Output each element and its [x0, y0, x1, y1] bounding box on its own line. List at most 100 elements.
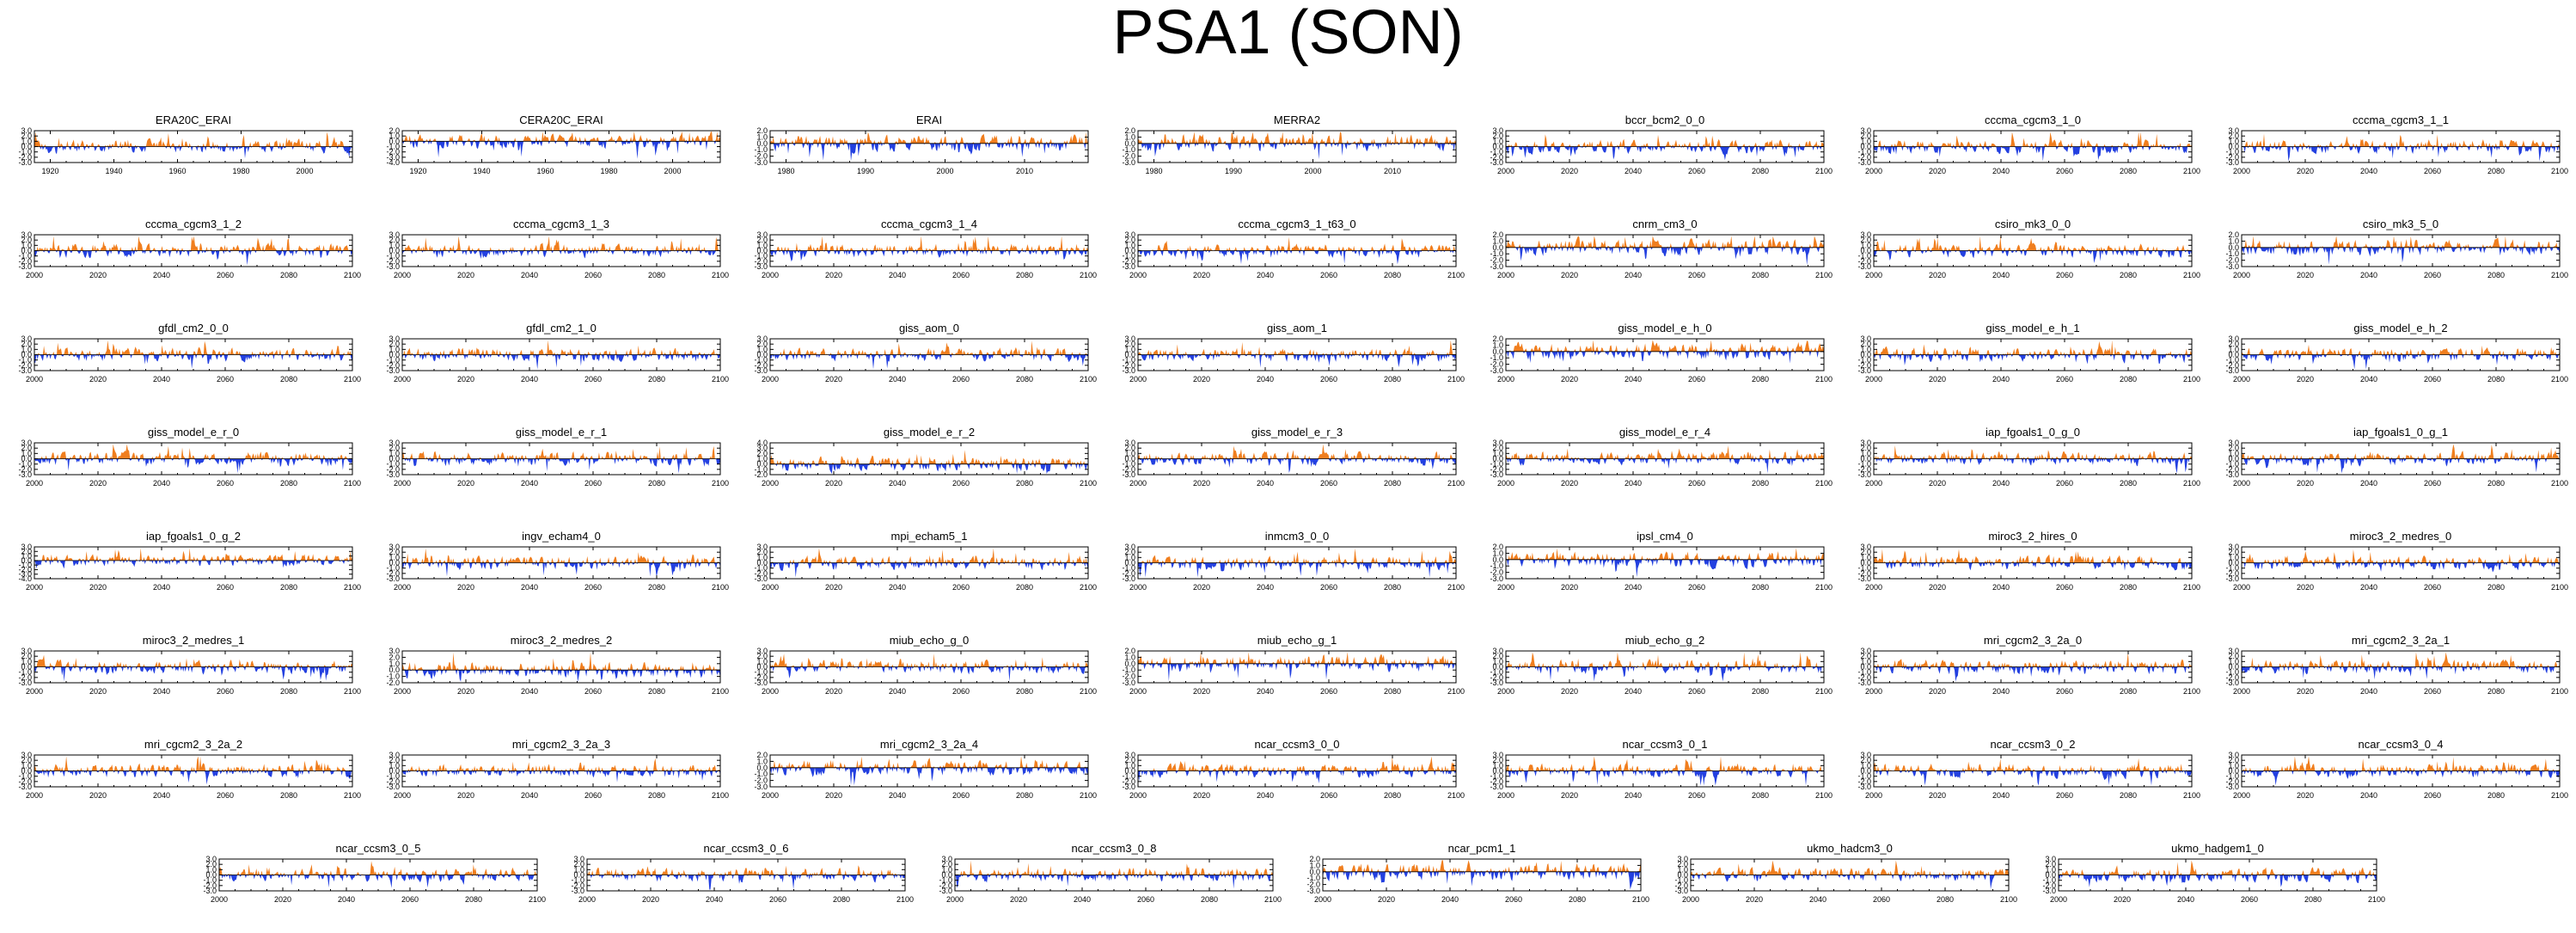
x-tick-label: 2080 [833, 895, 850, 904]
x-tick-label: 2060 [1873, 895, 1890, 904]
y-tick-label: -3.0 [1857, 262, 1871, 271]
x-tick-label: 2000 [946, 895, 964, 904]
positive-area [1138, 652, 1456, 664]
x-tick-label: 2020 [1561, 167, 1578, 175]
panel-title: ncar_ccsm3_0_1 [1623, 738, 1708, 751]
panel-title: cccma_cgcm3_1_3 [513, 218, 609, 230]
x-tick-label: 2040 [889, 479, 906, 488]
y-tick-label: 2.0 [1492, 652, 1503, 660]
positive-area [402, 340, 720, 355]
y-tick-label: 2.0 [1124, 340, 1135, 348]
positive-area [2242, 756, 2560, 771]
panel-title: ERA20C_ERAI [156, 114, 231, 126]
x-tick-label: 2080 [1016, 375, 1033, 384]
negative-area [1874, 146, 2192, 162]
y-tick-label: 2.0 [573, 860, 584, 869]
positive-area [1874, 549, 2192, 563]
y-tick-label: -2.0 [2225, 153, 2239, 162]
y-tick-label: 2.0 [1124, 236, 1135, 244]
y-tick-label: -3.0 [18, 470, 32, 479]
panel-gfdl-cm2-1-0: gfdl_cm2_1_0 3.02.01.00.0-1.0-2.0-3.02000… [386, 322, 729, 384]
y-tick-label: -2.0 [203, 881, 217, 890]
negative-area [1874, 666, 2192, 682]
y-tick-label: 0.0 [756, 663, 768, 672]
x-tick-label: 2020 [1929, 687, 1946, 696]
panel-title: inmcm3_0_0 [1265, 530, 1329, 543]
x-tick-label: 2080 [2487, 687, 2505, 696]
y-tick-label: -1.0 [2225, 356, 2239, 365]
y-tick-label: -1.0 [754, 564, 768, 573]
positive-area [1506, 652, 1824, 667]
x-tick-label: 2000 [762, 687, 779, 696]
y-tick-label: -3.0 [1122, 262, 1135, 271]
x-tick-label: 2040 [2360, 687, 2377, 696]
x-tick-label: 2020 [457, 271, 474, 279]
x-tick-label: 2060 [952, 583, 970, 592]
x-tick-label: 1960 [536, 167, 554, 175]
positive-area [1506, 236, 1824, 248]
y-tick-label: 3.0 [756, 647, 768, 655]
x-tick-label: 2080 [1016, 583, 1033, 592]
x-tick-label: 2000 [762, 791, 779, 800]
x-tick-label: 1980 [600, 167, 617, 175]
y-tick-label: 3.0 [1860, 335, 1871, 343]
y-tick-label: 3.0 [389, 439, 400, 447]
y-tick-label: 0.0 [573, 871, 584, 880]
x-tick-label: 2060 [1688, 791, 1705, 800]
x-tick-label: 2000 [1129, 583, 1147, 592]
y-tick-label: -1.0 [1857, 148, 1871, 157]
y-tick-label: -2.0 [2042, 881, 2056, 890]
y-tick-label: 1.0 [389, 132, 400, 140]
y-tick-label: 3.0 [2228, 543, 2239, 551]
negative-area [1138, 143, 1456, 160]
y-tick-label: 2.0 [21, 756, 32, 764]
y-tick-label: -2.0 [754, 152, 768, 161]
y-tick-label: 1.0 [756, 553, 768, 562]
x-tick-label: 2040 [2360, 583, 2377, 592]
y-tick-label: 3.0 [389, 230, 400, 239]
y-tick-label: 0.0 [1124, 559, 1135, 568]
positive-area [2242, 652, 2560, 667]
y-tick-label: -1.0 [2042, 876, 2056, 885]
positive-area [34, 132, 352, 147]
x-tick-label: 2020 [2297, 687, 2314, 696]
positive-area [1138, 340, 1456, 355]
y-tick-label: 2.0 [1860, 756, 1871, 764]
x-tick-label: 2080 [648, 583, 665, 592]
panel-title: cccma_cgcm3_1_2 [145, 218, 242, 230]
y-tick-label: 0.0 [756, 247, 768, 255]
x-tick-label: 2020 [1193, 583, 1210, 592]
y-tick-label: 1.0 [389, 660, 400, 668]
positive-area [34, 548, 352, 561]
x-tick-label: 2060 [217, 271, 234, 279]
y-tick-label: -3.0 [1490, 366, 1503, 375]
y-tick-label: 1.0 [21, 552, 32, 561]
x-tick-label: 2020 [1193, 375, 1210, 384]
y-tick-label: 0.0 [389, 137, 400, 145]
panel-title: giss_aom_1 [1267, 322, 1327, 335]
y-tick-label: -3.0 [1122, 678, 1135, 687]
plot-frame [2241, 234, 2561, 267]
y-tick-label: 2.0 [2228, 230, 2239, 239]
positive-area [2059, 860, 2377, 875]
y-tick-label: -1.0 [1857, 252, 1871, 261]
x-tick-label: 1960 [168, 167, 186, 175]
y-tick-label: 0.0 [1492, 767, 1503, 776]
x-tick-label: 2000 [1497, 271, 1514, 279]
x-tick-label: 2000 [394, 791, 411, 800]
x-tick-label: 2060 [1320, 375, 1337, 384]
negative-area [1138, 458, 1456, 473]
y-tick-label: -1.0 [1306, 874, 1320, 882]
x-tick-label: 2100 [2551, 791, 2568, 800]
positive-area [1506, 756, 1824, 771]
y-tick-label: 2.0 [756, 751, 768, 759]
x-tick-label: 1990 [1225, 167, 1242, 175]
panel-title: giss_model_e_r_0 [148, 426, 239, 439]
x-tick-label: 2000 [1304, 167, 1321, 175]
x-tick-label: 2000 [2233, 479, 2250, 488]
y-tick-label: -2.0 [1122, 257, 1135, 266]
x-tick-label: 2100 [2551, 687, 2568, 696]
x-tick-label: 2000 [1129, 791, 1147, 800]
x-tick-label: 2020 [1929, 583, 1946, 592]
